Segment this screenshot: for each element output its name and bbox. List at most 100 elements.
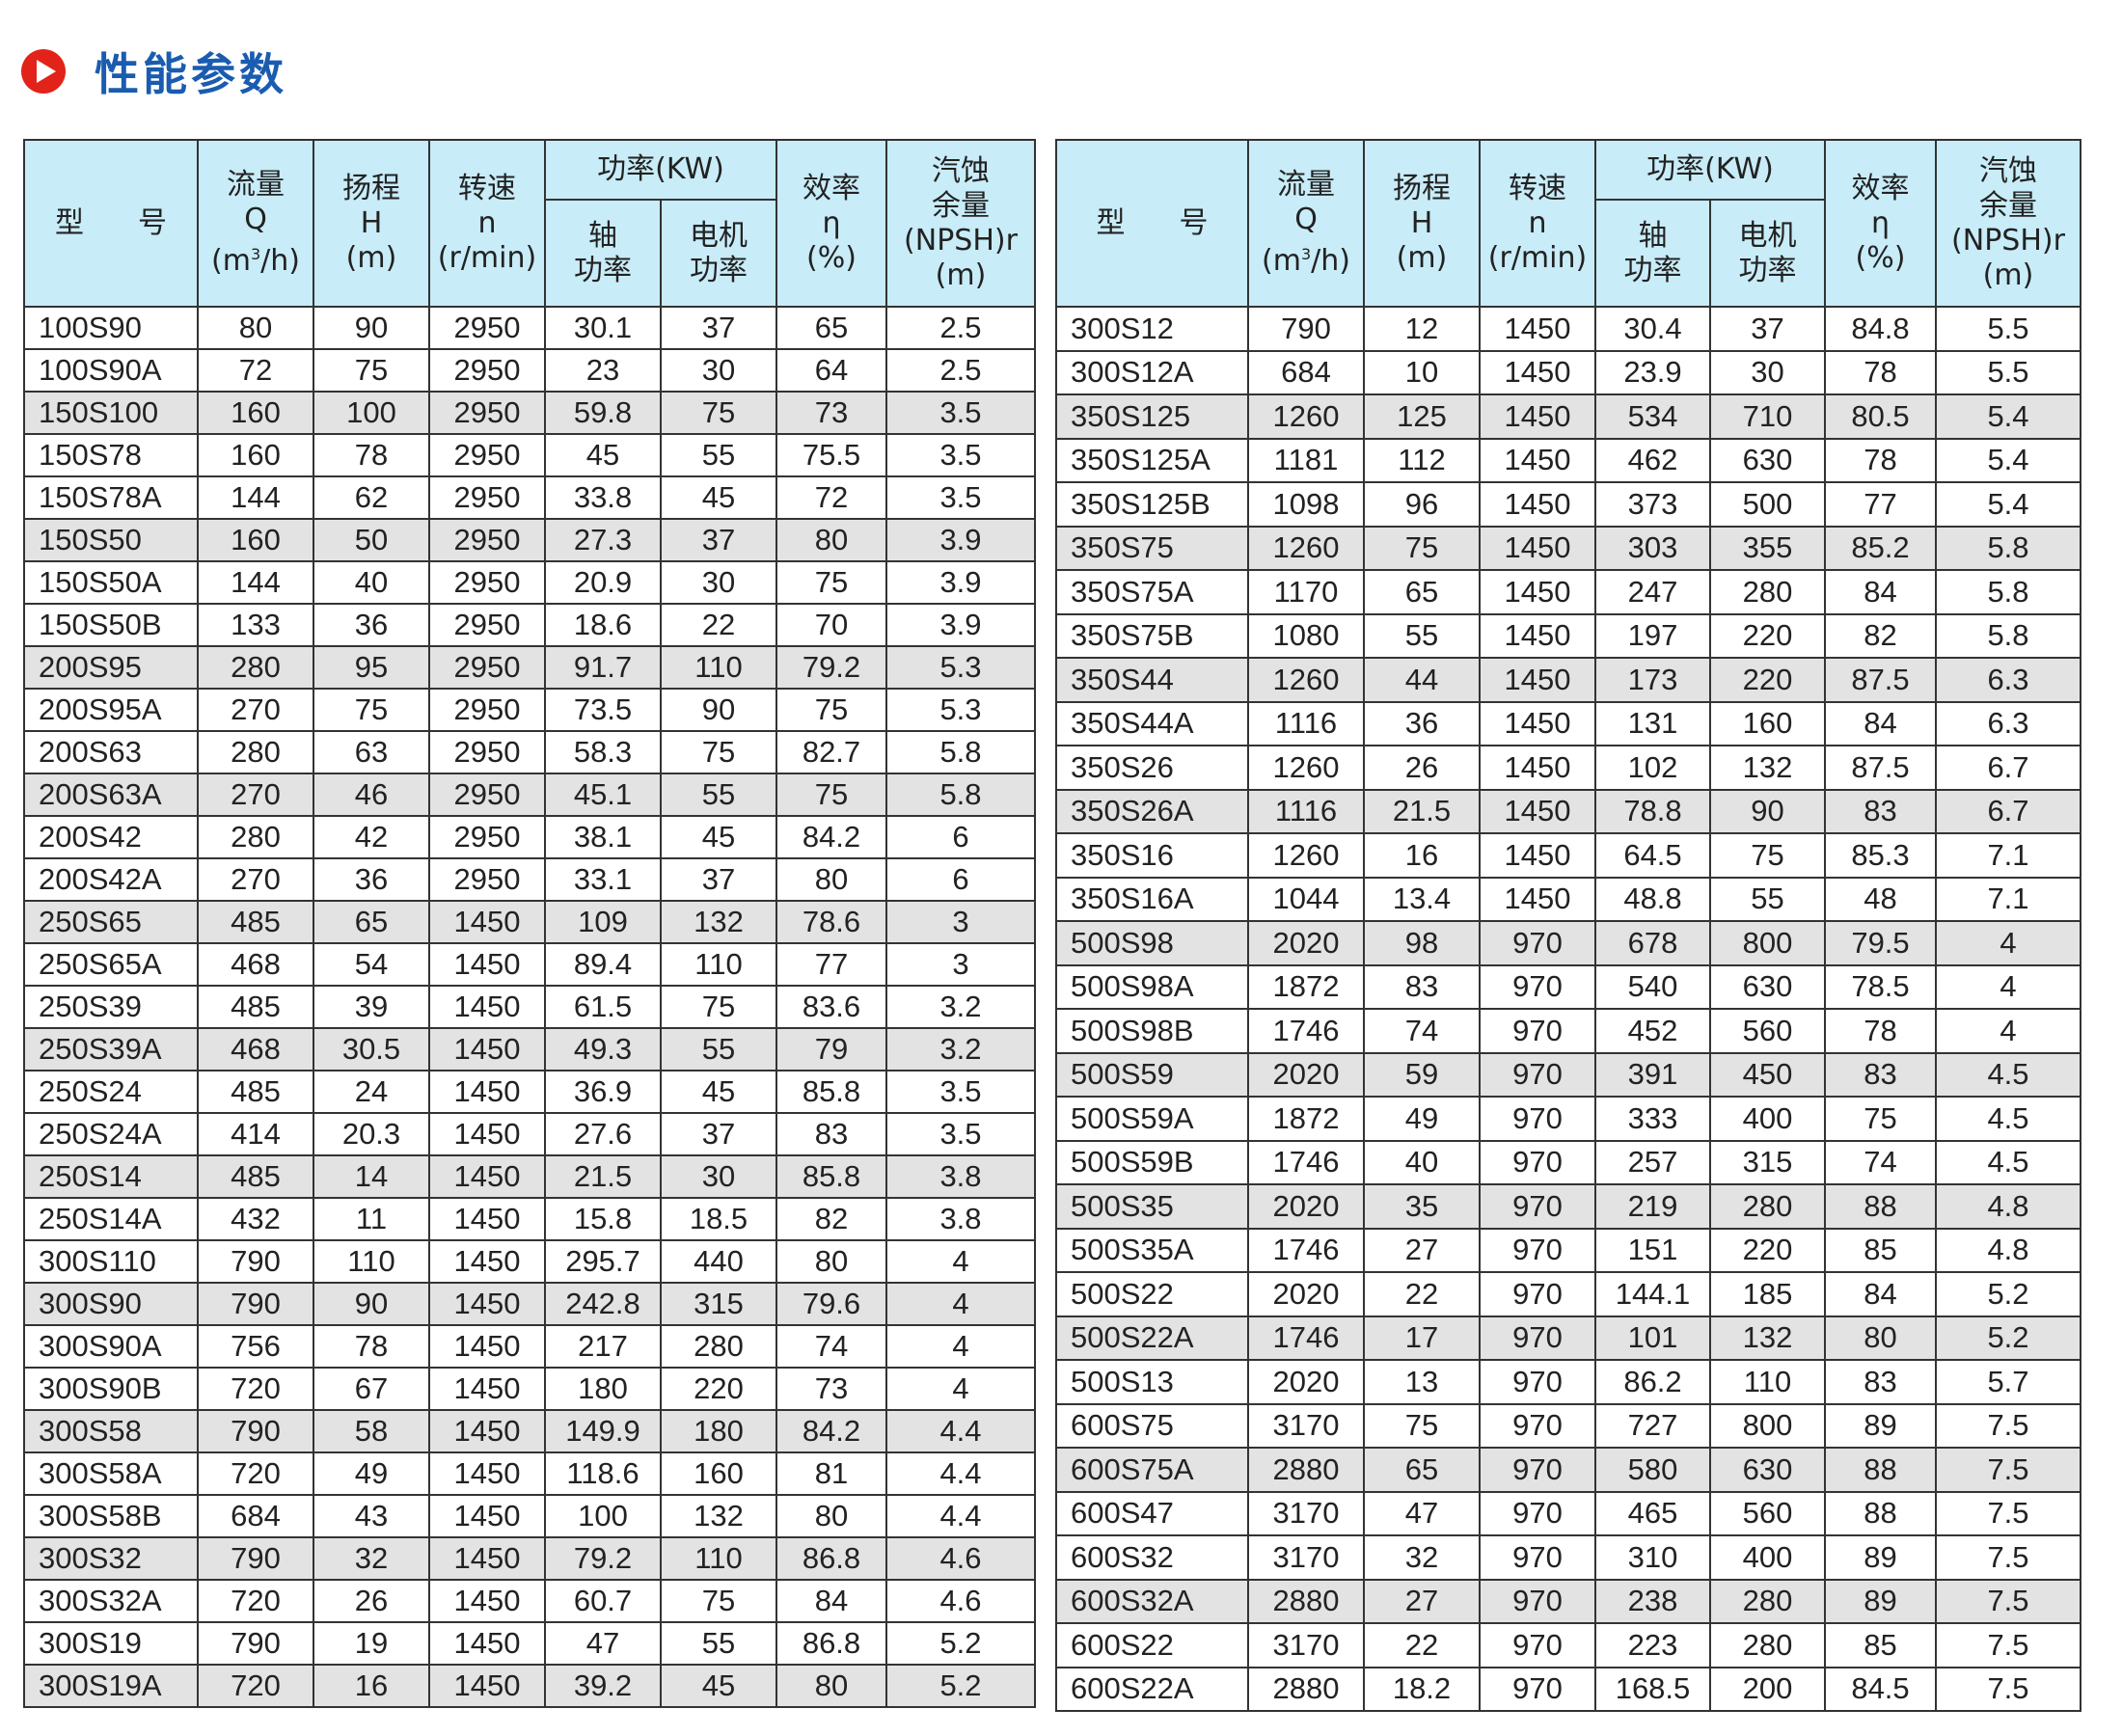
header-model-char: 号	[1179, 205, 1209, 240]
cell-shaft-power: 86.2	[1594, 1359, 1711, 1405]
cell-speed: 1450	[428, 1112, 546, 1156]
cell-efficiency: 85.8	[775, 1070, 887, 1114]
cell-flow: 144	[197, 475, 314, 520]
cell-motor-power: 55	[1709, 876, 1826, 922]
cell-flow: 720	[197, 1579, 314, 1623]
header-model: 型号	[23, 139, 199, 308]
cell-shaft-power: 58.3	[544, 730, 662, 774]
cell-speed: 970	[1479, 1402, 1596, 1449]
cell-model: 600S32A	[1055, 1578, 1249, 1624]
cell-head: 32	[313, 1536, 430, 1581]
header-power: 功率(KW)	[1594, 139, 1826, 201]
cell-model: 150S50A	[23, 560, 199, 605]
header-text: (m)	[1396, 240, 1448, 275]
section-header: 性能参数	[21, 44, 287, 100]
cell-head: 36	[313, 857, 430, 902]
cell-motor-power: 37	[660, 857, 777, 902]
cell-flow: 3170	[1247, 1402, 1365, 1449]
cell-flow: 485	[197, 1070, 314, 1114]
cell-efficiency: 88	[1824, 1490, 1937, 1536]
cell-model: 600S22	[1055, 1622, 1249, 1668]
cell-flow: 280	[197, 730, 314, 774]
header-text: η	[822, 205, 841, 240]
cell-npsh: 3.5	[885, 391, 1036, 435]
cell-head: 75	[1363, 525, 1481, 571]
cell-efficiency: 84	[775, 1579, 887, 1623]
cell-efficiency: 78.5	[1824, 963, 1937, 1010]
cell-flow: 1080	[1247, 612, 1365, 659]
cell-speed: 970	[1479, 963, 1596, 1010]
cell-speed: 2950	[428, 560, 546, 605]
cell-motor-power: 37	[660, 518, 777, 562]
cell-efficiency: 79	[775, 1027, 887, 1071]
cell-head: 19	[313, 1621, 430, 1666]
cell-motor-power: 30	[1709, 349, 1826, 395]
cell-flow: 3170	[1247, 1622, 1365, 1668]
header-text: (m)	[1982, 258, 2034, 292]
header-text: (NPSH)r	[904, 223, 1018, 258]
cell-speed: 1450	[428, 1324, 546, 1369]
cell-npsh: 7.5	[1935, 1534, 2081, 1581]
cell-head: 27	[1363, 1227, 1481, 1273]
cell-motor-power: 55	[660, 1621, 777, 1666]
cell-shaft-power: 73.5	[544, 688, 662, 732]
cell-speed: 970	[1479, 1051, 1596, 1098]
cell-speed: 1450	[1479, 481, 1596, 528]
cell-efficiency: 79.5	[1824, 920, 1937, 966]
table-row: 600S75A 2880 65 970 580 630 88 7.5	[1055, 1447, 2081, 1493]
cell-efficiency: 75	[775, 560, 887, 605]
cell-npsh: 4	[885, 1282, 1036, 1326]
cell-npsh: 4	[1935, 1008, 2081, 1054]
cell-motor-power: 30	[660, 1154, 777, 1199]
cell-efficiency: 89	[1824, 1534, 1937, 1581]
cell-speed: 1450	[428, 1027, 546, 1071]
cell-head: 78	[313, 433, 430, 477]
cell-motor-power: 30	[660, 560, 777, 605]
cell-shaft-power: 47	[544, 1621, 662, 1666]
cell-efficiency: 80.5	[1824, 393, 1937, 440]
cell-shaft-power: 60.7	[544, 1579, 662, 1623]
header-text: /h)	[260, 244, 300, 278]
cell-speed: 970	[1479, 1008, 1596, 1054]
cell-model: 250S14A	[23, 1197, 199, 1241]
cell-head: 59	[1363, 1051, 1481, 1098]
cell-model: 300S90	[23, 1282, 199, 1326]
cell-model: 600S47	[1055, 1490, 1249, 1536]
cell-flow: 1746	[1247, 1139, 1365, 1185]
cell-efficiency: 84	[1824, 700, 1937, 746]
cell-efficiency: 87.5	[1824, 745, 1937, 791]
cell-motor-power: 75	[660, 985, 777, 1029]
cell-motor-power: 560	[1709, 1008, 1826, 1054]
header-text: H	[1410, 205, 1433, 240]
cell-model: 300S19	[23, 1621, 199, 1666]
cell-motor-power: 220	[1709, 1227, 1826, 1273]
cell-head: 100	[313, 391, 430, 435]
cell-npsh: 3.5	[885, 1070, 1036, 1114]
cell-speed: 2950	[428, 306, 546, 350]
cell-model: 500S59	[1055, 1051, 1249, 1098]
cell-speed: 1450	[428, 1621, 546, 1666]
cell-model: 300S58A	[23, 1451, 199, 1496]
table-row: 500S13 2020 13 970 86.2 110 83 5.7	[1055, 1359, 2081, 1405]
cell-head: 16	[1363, 832, 1481, 879]
cell-speed: 970	[1479, 1183, 1596, 1230]
header-text: 扬程	[342, 171, 400, 205]
cell-speed: 1450	[428, 1494, 546, 1538]
header-efficiency: 效率 η (%)	[1824, 139, 1937, 308]
cell-flow: 2020	[1247, 1051, 1365, 1098]
cell-speed: 970	[1479, 1534, 1596, 1581]
header-text: 余量	[932, 188, 990, 223]
cell-flow: 133	[197, 603, 314, 647]
cell-motor-power: 315	[660, 1282, 777, 1326]
header-model-char: 型	[55, 205, 84, 240]
cell-npsh: 4.4	[885, 1451, 1036, 1496]
cell-model: 500S35A	[1055, 1227, 1249, 1273]
cell-shaft-power: 89.4	[544, 942, 662, 987]
cell-model: 500S13	[1055, 1359, 1249, 1405]
cell-shaft-power: 238	[1594, 1578, 1711, 1624]
cell-shaft-power: 452	[1594, 1008, 1711, 1054]
cell-motor-power: 45	[660, 1664, 777, 1708]
cell-motor-power: 180	[660, 1409, 777, 1453]
cell-head: 47	[1363, 1490, 1481, 1536]
cell-npsh: 5.2	[885, 1664, 1036, 1708]
